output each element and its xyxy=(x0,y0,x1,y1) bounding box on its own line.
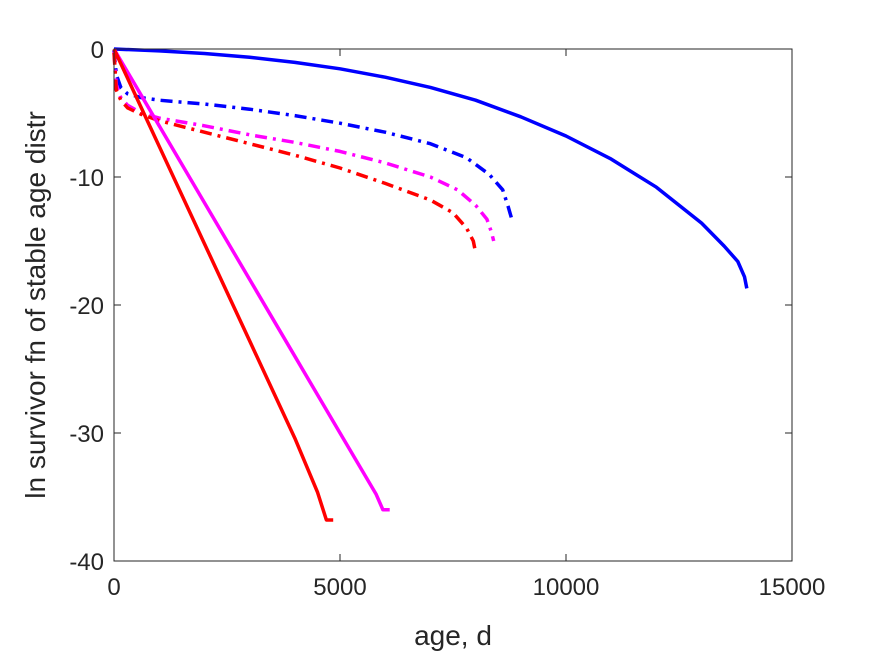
y-tick-label: -10 xyxy=(69,165,104,192)
x-tick-label: 0 xyxy=(107,574,120,601)
y-tick-label: -40 xyxy=(69,549,104,576)
series-line-5 xyxy=(112,48,390,512)
x-tick-label: 5000 xyxy=(313,574,366,601)
y-tick-label: -20 xyxy=(69,293,104,320)
x-tick-label: 15000 xyxy=(759,574,826,601)
tick-label-layer: 0 5000 10000 15000 0 -10 -20 -30 -40 xyxy=(69,37,825,601)
y-tick-label: -30 xyxy=(69,421,104,448)
x-axis-label: age, d xyxy=(414,620,492,651)
series-line-1 xyxy=(113,47,749,289)
y-axis-label: ln survivor fn of stable age distr xyxy=(20,111,51,499)
y-tick-label: 0 xyxy=(91,37,104,64)
ticks-layer xyxy=(113,48,793,562)
plot-area xyxy=(114,49,792,561)
series-line-4 xyxy=(112,52,478,253)
series-line-6 xyxy=(112,48,334,522)
x-tick-label: 10000 xyxy=(533,574,600,601)
series-line-2 xyxy=(112,50,514,220)
series-layer xyxy=(112,47,749,522)
